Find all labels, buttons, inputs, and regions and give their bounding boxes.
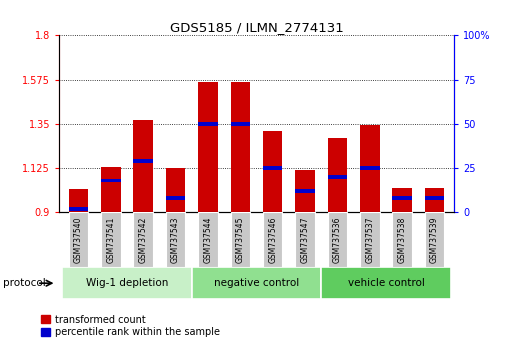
Bar xyxy=(360,212,380,267)
Bar xyxy=(360,166,380,170)
Bar xyxy=(69,207,88,211)
Bar xyxy=(295,189,315,193)
Title: GDS5185 / ILMN_2774131: GDS5185 / ILMN_2774131 xyxy=(170,21,343,34)
Bar xyxy=(263,166,282,170)
Bar xyxy=(263,131,282,212)
Bar xyxy=(133,120,153,212)
Bar xyxy=(360,125,380,212)
Bar xyxy=(62,267,192,299)
Text: GSM737537: GSM737537 xyxy=(365,217,374,263)
Bar xyxy=(321,267,451,299)
Bar xyxy=(392,212,412,267)
Bar xyxy=(198,212,218,267)
Text: GSM737545: GSM737545 xyxy=(236,217,245,263)
Text: vehicle control: vehicle control xyxy=(348,278,424,288)
Text: Wig-1 depletion: Wig-1 depletion xyxy=(86,278,168,288)
Bar xyxy=(231,82,250,212)
Text: negative control: negative control xyxy=(214,278,299,288)
Bar xyxy=(101,212,121,267)
Text: GSM737543: GSM737543 xyxy=(171,217,180,263)
Bar xyxy=(425,188,444,212)
Bar xyxy=(166,168,185,212)
Text: protocol: protocol xyxy=(3,278,45,288)
Bar xyxy=(328,212,347,267)
Bar xyxy=(69,189,88,212)
Bar xyxy=(231,212,250,267)
Legend: transformed count, percentile rank within the sample: transformed count, percentile rank withi… xyxy=(41,315,221,337)
Bar xyxy=(392,188,412,212)
Bar xyxy=(295,212,315,267)
Bar xyxy=(101,178,121,182)
Bar xyxy=(328,175,347,179)
Bar xyxy=(328,138,347,212)
Bar xyxy=(231,122,250,126)
Bar xyxy=(263,212,282,267)
Text: GSM737538: GSM737538 xyxy=(398,217,407,263)
Bar xyxy=(425,196,444,200)
Bar xyxy=(425,212,444,267)
Bar xyxy=(133,212,153,267)
Text: GSM737539: GSM737539 xyxy=(430,217,439,263)
Text: GSM737536: GSM737536 xyxy=(333,217,342,263)
Bar xyxy=(69,212,88,267)
Bar xyxy=(101,167,121,212)
Text: GSM737546: GSM737546 xyxy=(268,217,277,263)
Bar xyxy=(133,159,153,163)
Bar xyxy=(295,170,315,212)
Text: GSM737540: GSM737540 xyxy=(74,217,83,263)
Bar xyxy=(198,82,218,212)
Bar xyxy=(166,196,185,200)
Bar xyxy=(198,122,218,126)
Text: GSM737541: GSM737541 xyxy=(106,217,115,263)
Text: GSM737547: GSM737547 xyxy=(301,217,309,263)
Text: GSM737542: GSM737542 xyxy=(139,217,148,263)
Bar xyxy=(166,212,185,267)
Bar xyxy=(192,267,321,299)
Bar xyxy=(392,196,412,200)
Text: GSM737544: GSM737544 xyxy=(204,217,212,263)
